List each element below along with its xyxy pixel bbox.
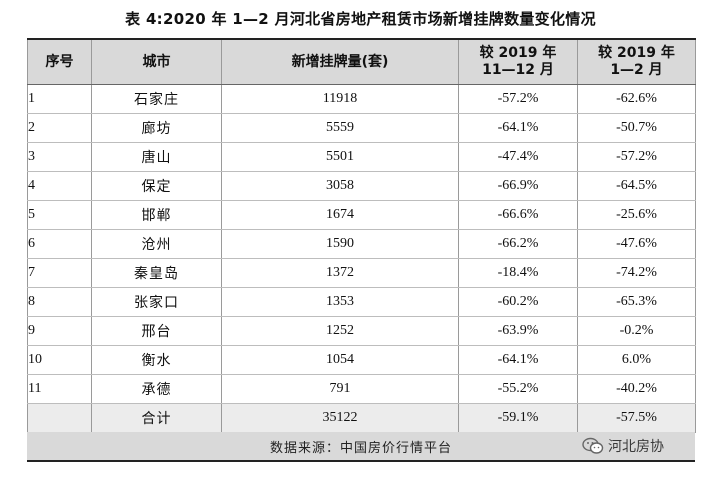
row-city: 邢台 (91, 316, 222, 346)
row-city: 廊坊 (91, 113, 222, 143)
header-vs-nov-dec-line1: 较 2019 年 (479, 45, 557, 61)
row-vs-nov-dec: -57.2% (458, 84, 578, 114)
row-no: 3 (27, 142, 92, 172)
row-no: 8 (27, 287, 92, 317)
header-vs-nov-dec: 较 2019 年 11—12 月 (458, 38, 578, 85)
row-vs-nov-dec: -55.2% (458, 374, 578, 404)
row-vs-jan-feb: -40.2% (577, 374, 696, 404)
listings-table: 序号 城市 新增挂牌量(套) 较 2019 年 11—12 月 较 2019 年… (27, 38, 696, 433)
row-no: 10 (27, 345, 92, 375)
total-listings: 35122 (221, 403, 459, 433)
table-row: 4 保定 3058 -66.9% -64.5% (27, 171, 696, 201)
table-row: 9 邢台 1252 -63.9% -0.2% (27, 316, 696, 346)
row-no: 2 (27, 113, 92, 143)
row-vs-jan-feb: -50.7% (577, 113, 696, 143)
row-city: 衡水 (91, 345, 222, 375)
row-listings: 1674 (221, 200, 459, 230)
row-vs-jan-feb: -47.6% (577, 229, 696, 259)
row-city: 保定 (91, 171, 222, 201)
row-listings: 1054 (221, 345, 459, 375)
row-city: 秦皇岛 (91, 258, 222, 288)
table-row: 5 邯郸 1674 -66.6% -25.6% (27, 200, 696, 230)
total-no (27, 403, 92, 433)
wechat-icon (582, 437, 604, 454)
row-vs-nov-dec: -60.2% (458, 287, 578, 317)
row-listings: 1372 (221, 258, 459, 288)
row-city: 沧州 (91, 229, 222, 259)
row-vs-jan-feb: -74.2% (577, 258, 696, 288)
row-city: 石家庄 (91, 84, 222, 114)
row-vs-jan-feb: -25.6% (577, 200, 696, 230)
row-no: 7 (27, 258, 92, 288)
header-vs-jan-feb-line2: 1—2 月 (610, 62, 663, 78)
header-vs-jan-feb-line1: 较 2019 年 (598, 45, 675, 61)
watermark: 河北房协 (582, 434, 664, 458)
row-listings: 791 (221, 374, 459, 404)
row-vs-jan-feb: -62.6% (577, 84, 696, 114)
row-listings: 1353 (221, 287, 459, 317)
row-city: 张家口 (91, 287, 222, 317)
table-row: 1 石家庄 11918 -57.2% -62.6% (27, 84, 696, 114)
total-row: 合计 35122 -59.1% -57.5% (27, 403, 696, 433)
row-vs-jan-feb: -64.5% (577, 171, 696, 201)
row-no: 6 (27, 229, 92, 259)
source-note: 数据来源：中国房价行情平台 (269, 441, 452, 456)
row-no: 11 (27, 374, 92, 404)
row-vs-nov-dec: -64.1% (458, 113, 578, 143)
row-vs-nov-dec: -66.6% (458, 200, 578, 230)
row-listings: 3058 (221, 171, 459, 201)
header-vs-jan-feb: 较 2019 年 1—2 月 (577, 38, 696, 85)
row-vs-nov-dec: -66.9% (458, 171, 578, 201)
row-vs-nov-dec: -66.2% (458, 229, 578, 259)
row-listings: 11918 (221, 84, 459, 114)
watermark-text: 河北房协 (608, 439, 664, 455)
table-row: 11 承德 791 -55.2% -40.2% (27, 374, 696, 404)
row-no: 9 (27, 316, 92, 346)
row-listings: 1590 (221, 229, 459, 259)
row-city: 承德 (91, 374, 222, 404)
row-listings: 5501 (221, 142, 459, 172)
row-vs-nov-dec: -64.1% (458, 345, 578, 375)
row-vs-nov-dec: -63.9% (458, 316, 578, 346)
header-listings: 新增挂牌量(套) (221, 38, 459, 85)
row-city: 邯郸 (91, 200, 222, 230)
row-vs-jan-feb: -0.2% (577, 316, 696, 346)
row-no: 1 (27, 84, 92, 114)
row-vs-nov-dec: -47.4% (458, 142, 578, 172)
row-no: 4 (27, 171, 92, 201)
header-no: 序号 (27, 38, 92, 85)
total-vs-jan-feb: -57.5% (577, 403, 696, 433)
row-vs-jan-feb: 6.0% (577, 345, 696, 375)
row-city: 唐山 (91, 142, 222, 172)
total-label: 合计 (91, 403, 222, 433)
table-row: 6 沧州 1590 -66.2% -47.6% (27, 229, 696, 259)
table-row: 2 廊坊 5559 -64.1% -50.7% (27, 113, 696, 143)
header-city: 城市 (91, 38, 222, 85)
row-listings: 1252 (221, 316, 459, 346)
total-vs-nov-dec: -59.1% (458, 403, 578, 433)
header-row: 序号 城市 新增挂牌量(套) 较 2019 年 11—12 月 较 2019 年… (27, 38, 696, 85)
row-vs-jan-feb: -65.3% (577, 287, 696, 317)
header-vs-nov-dec-line2: 11—12 月 (482, 62, 554, 78)
table-caption: 表 4:2020 年 1—2 月河北省房地产租赁市场新增挂牌数量变化情况 (125, 10, 596, 28)
table-row: 10 衡水 1054 -64.1% 6.0% (27, 345, 696, 375)
table-row: 7 秦皇岛 1372 -18.4% -74.2% (27, 258, 696, 288)
row-vs-nov-dec: -18.4% (458, 258, 578, 288)
table-row: 3 唐山 5501 -47.4% -57.2% (27, 142, 696, 172)
table-row: 8 张家口 1353 -60.2% -65.3% (27, 287, 696, 317)
row-listings: 5559 (221, 113, 459, 143)
row-vs-jan-feb: -57.2% (577, 142, 696, 172)
row-no: 5 (27, 200, 92, 230)
